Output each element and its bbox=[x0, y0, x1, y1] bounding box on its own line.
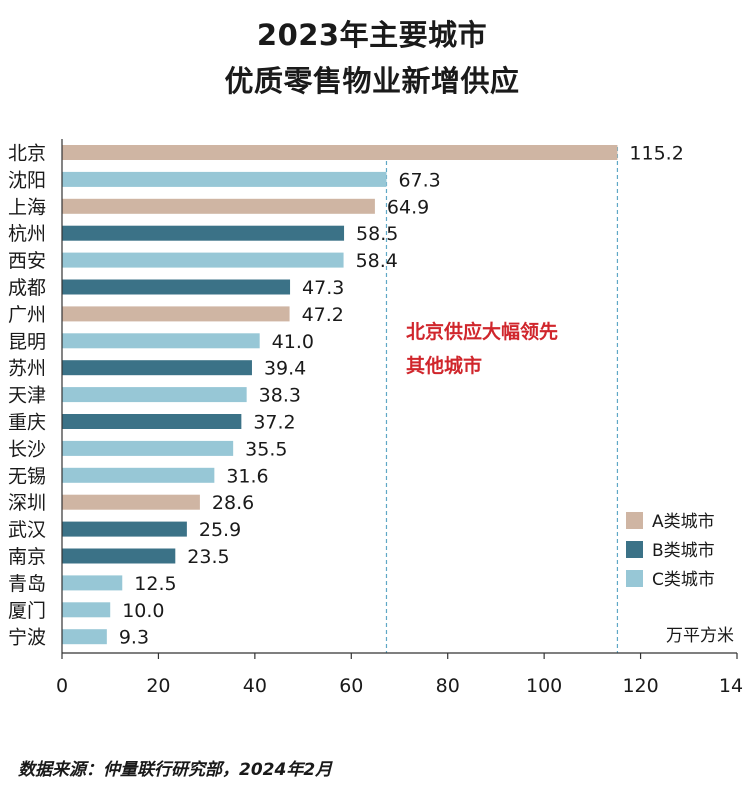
bar-5 bbox=[62, 279, 291, 295]
value-label-14: 25.9 bbox=[199, 519, 241, 541]
category-label-2: 上海 bbox=[8, 196, 46, 218]
value-label-10: 37.2 bbox=[253, 412, 295, 434]
bar-17 bbox=[62, 602, 111, 618]
value-label-18: 9.3 bbox=[119, 627, 149, 649]
bar-11 bbox=[62, 440, 234, 456]
annotation-line-0: 北京供应大幅领先 bbox=[406, 320, 558, 343]
value-label-16: 12.5 bbox=[134, 573, 176, 595]
value-label-7: 41.0 bbox=[272, 331, 314, 353]
category-label-8: 苏州 bbox=[8, 358, 46, 380]
value-label-15: 23.5 bbox=[187, 546, 229, 568]
x-tick-label-3: 60 bbox=[339, 675, 363, 697]
category-label-13: 深圳 bbox=[8, 492, 46, 514]
x-tick-label-1: 20 bbox=[146, 675, 170, 697]
bar-8 bbox=[62, 360, 252, 376]
value-label-6: 47.2 bbox=[302, 304, 344, 326]
x-tick-label-5: 100 bbox=[526, 675, 562, 697]
category-label-7: 昆明 bbox=[8, 331, 46, 353]
x-tick-label-4: 80 bbox=[436, 675, 460, 697]
value-label-9: 38.3 bbox=[259, 385, 301, 407]
bar-chart: 北京 115.2 沈阳 67.3 上海 64.9 杭州 58.5 西安 58.4 成都 47.3 广州 4… bbox=[8, 139, 744, 697]
source-note: 数据来源：仲量联行研究部，2024年2月 bbox=[18, 760, 333, 780]
category-label-3: 杭州 bbox=[8, 223, 46, 245]
legend-label-A: A类城市 bbox=[652, 512, 715, 532]
bar-0 bbox=[62, 145, 618, 160]
bar-2 bbox=[62, 198, 375, 214]
bar-18 bbox=[62, 629, 107, 645]
bar-16 bbox=[62, 575, 123, 591]
value-label-17: 10.0 bbox=[122, 600, 164, 622]
category-label-14: 武汉 bbox=[8, 519, 46, 541]
x-tick-label-6: 120 bbox=[622, 675, 658, 697]
legend-swatch-C bbox=[626, 570, 643, 587]
category-label-11: 长沙 bbox=[8, 438, 46, 460]
value-label-5: 47.3 bbox=[302, 277, 344, 299]
category-label-4: 西安 bbox=[8, 250, 46, 272]
chart-subtitle: 优质零售物业新增供应 bbox=[224, 64, 520, 98]
bar-14 bbox=[62, 521, 187, 537]
bar-6 bbox=[62, 306, 290, 322]
chart-title: 2023年主要城市 bbox=[256, 18, 488, 52]
value-label-1: 67.3 bbox=[398, 169, 440, 191]
x-tick-label-2: 40 bbox=[243, 675, 267, 697]
x-tick-label-7: 140 bbox=[719, 675, 744, 697]
category-label-9: 天津 bbox=[8, 385, 46, 407]
bar-15 bbox=[62, 548, 176, 564]
category-label-16: 青岛 bbox=[8, 573, 46, 595]
annotation-line-1: 其他城市 bbox=[406, 354, 482, 377]
bar-3 bbox=[62, 225, 345, 241]
category-label-18: 宁波 bbox=[8, 627, 46, 649]
value-label-2: 64.9 bbox=[387, 196, 429, 218]
bar-12 bbox=[62, 467, 215, 483]
bar-10 bbox=[62, 414, 242, 429]
bar-4 bbox=[62, 252, 344, 268]
category-label-15: 南京 bbox=[8, 546, 46, 568]
bar-1 bbox=[62, 171, 387, 187]
category-label-0: 北京 bbox=[8, 143, 46, 165]
legend-label-B: B类城市 bbox=[652, 541, 715, 561]
category-label-12: 无锡 bbox=[8, 465, 46, 487]
legend-swatch-A bbox=[626, 512, 643, 529]
value-label-8: 39.4 bbox=[264, 358, 306, 380]
category-label-6: 广州 bbox=[8, 304, 46, 326]
value-label-13: 28.6 bbox=[212, 492, 254, 514]
category-label-5: 成都 bbox=[8, 277, 46, 299]
bar-9 bbox=[62, 387, 247, 403]
category-label-10: 重庆 bbox=[8, 412, 46, 434]
unit-label: 万平方米 bbox=[666, 626, 734, 646]
value-label-3: 58.5 bbox=[356, 223, 398, 245]
legend-swatch-B bbox=[626, 541, 643, 558]
value-label-4: 58.4 bbox=[356, 250, 398, 272]
bar-13 bbox=[62, 494, 200, 510]
category-label-1: 沈阳 bbox=[8, 169, 46, 191]
bar-7 bbox=[62, 333, 260, 349]
legend-label-C: C类城市 bbox=[652, 570, 715, 590]
x-tick-label-0: 0 bbox=[56, 675, 68, 697]
value-label-12: 31.6 bbox=[226, 465, 268, 487]
category-label-17: 厦门 bbox=[8, 600, 46, 622]
value-label-11: 35.5 bbox=[245, 438, 287, 460]
value-label-0: 115.2 bbox=[629, 143, 683, 165]
